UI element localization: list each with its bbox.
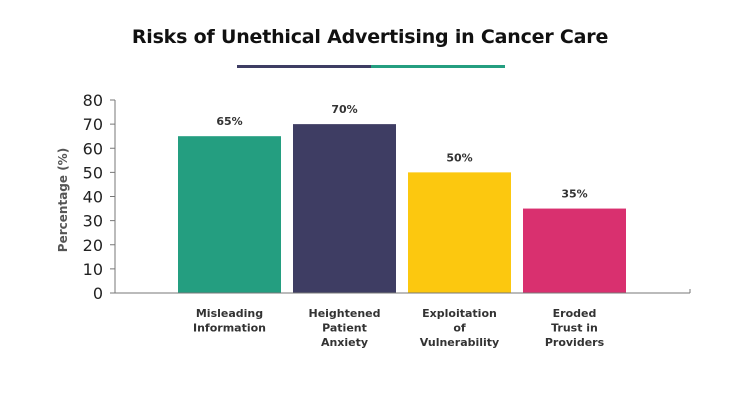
y-axis-ticks: 0 10 20 30 40 50 60 70 80 xyxy=(83,91,115,303)
x-tick-label-line: Anxiety xyxy=(321,336,368,349)
data-label: 65% xyxy=(216,115,242,128)
bar xyxy=(293,124,396,293)
x-tick-label-line: Patient xyxy=(322,322,367,335)
y-tick-label: 70 xyxy=(83,115,103,134)
y-tick-label: 10 xyxy=(83,260,103,279)
x-tick-label: Misleading Information xyxy=(193,307,266,335)
x-tick-label-line: Exploitation xyxy=(422,307,497,320)
data-label: 35% xyxy=(561,188,587,201)
y-tick-label: 20 xyxy=(83,236,103,255)
x-tick-label-line: Trust in xyxy=(551,322,598,335)
data-label: 70% xyxy=(331,103,357,116)
y-tick-label: 30 xyxy=(83,212,103,231)
y-axis-label: Percentage (%) xyxy=(56,148,70,252)
x-tick-label-line: Vulnerability xyxy=(420,336,499,349)
x-tick-label-line: Heightened xyxy=(308,307,380,320)
data-label: 50% xyxy=(446,151,472,164)
x-tick-label-line: Misleading xyxy=(196,307,263,320)
bars xyxy=(178,124,626,293)
y-tick-label: 50 xyxy=(83,163,103,182)
chart-title: Risks of Unethical Advertising in Cancer… xyxy=(131,26,609,48)
x-tick-label-line: Eroded xyxy=(553,307,597,320)
y-tick-label: 40 xyxy=(83,188,103,207)
title-underline-right xyxy=(371,65,505,68)
x-tick-label-line: Providers xyxy=(545,336,605,349)
axes xyxy=(114,100,691,294)
bar xyxy=(523,208,626,293)
x-tick-label: Heightened Patient Anxiety xyxy=(308,307,380,349)
x-tick-label: Eroded Trust in Providers xyxy=(545,307,605,349)
data-labels: 65% 70% 50% 35% xyxy=(216,103,587,200)
x-tick-label: Exploitation of Vulnerability xyxy=(420,307,499,349)
bar xyxy=(408,172,511,293)
bar xyxy=(178,136,281,293)
x-tick-label-line: Information xyxy=(193,322,266,335)
x-tick-label-line: of xyxy=(453,322,466,335)
y-tick-label: 60 xyxy=(83,139,103,158)
title-underline xyxy=(237,65,505,68)
x-axis-labels: Misleading Information Heightened Patient An… xyxy=(193,307,605,349)
y-tick-label: 0 xyxy=(93,284,103,303)
y-tick-label: 80 xyxy=(83,91,103,110)
title-underline-left xyxy=(237,65,371,68)
